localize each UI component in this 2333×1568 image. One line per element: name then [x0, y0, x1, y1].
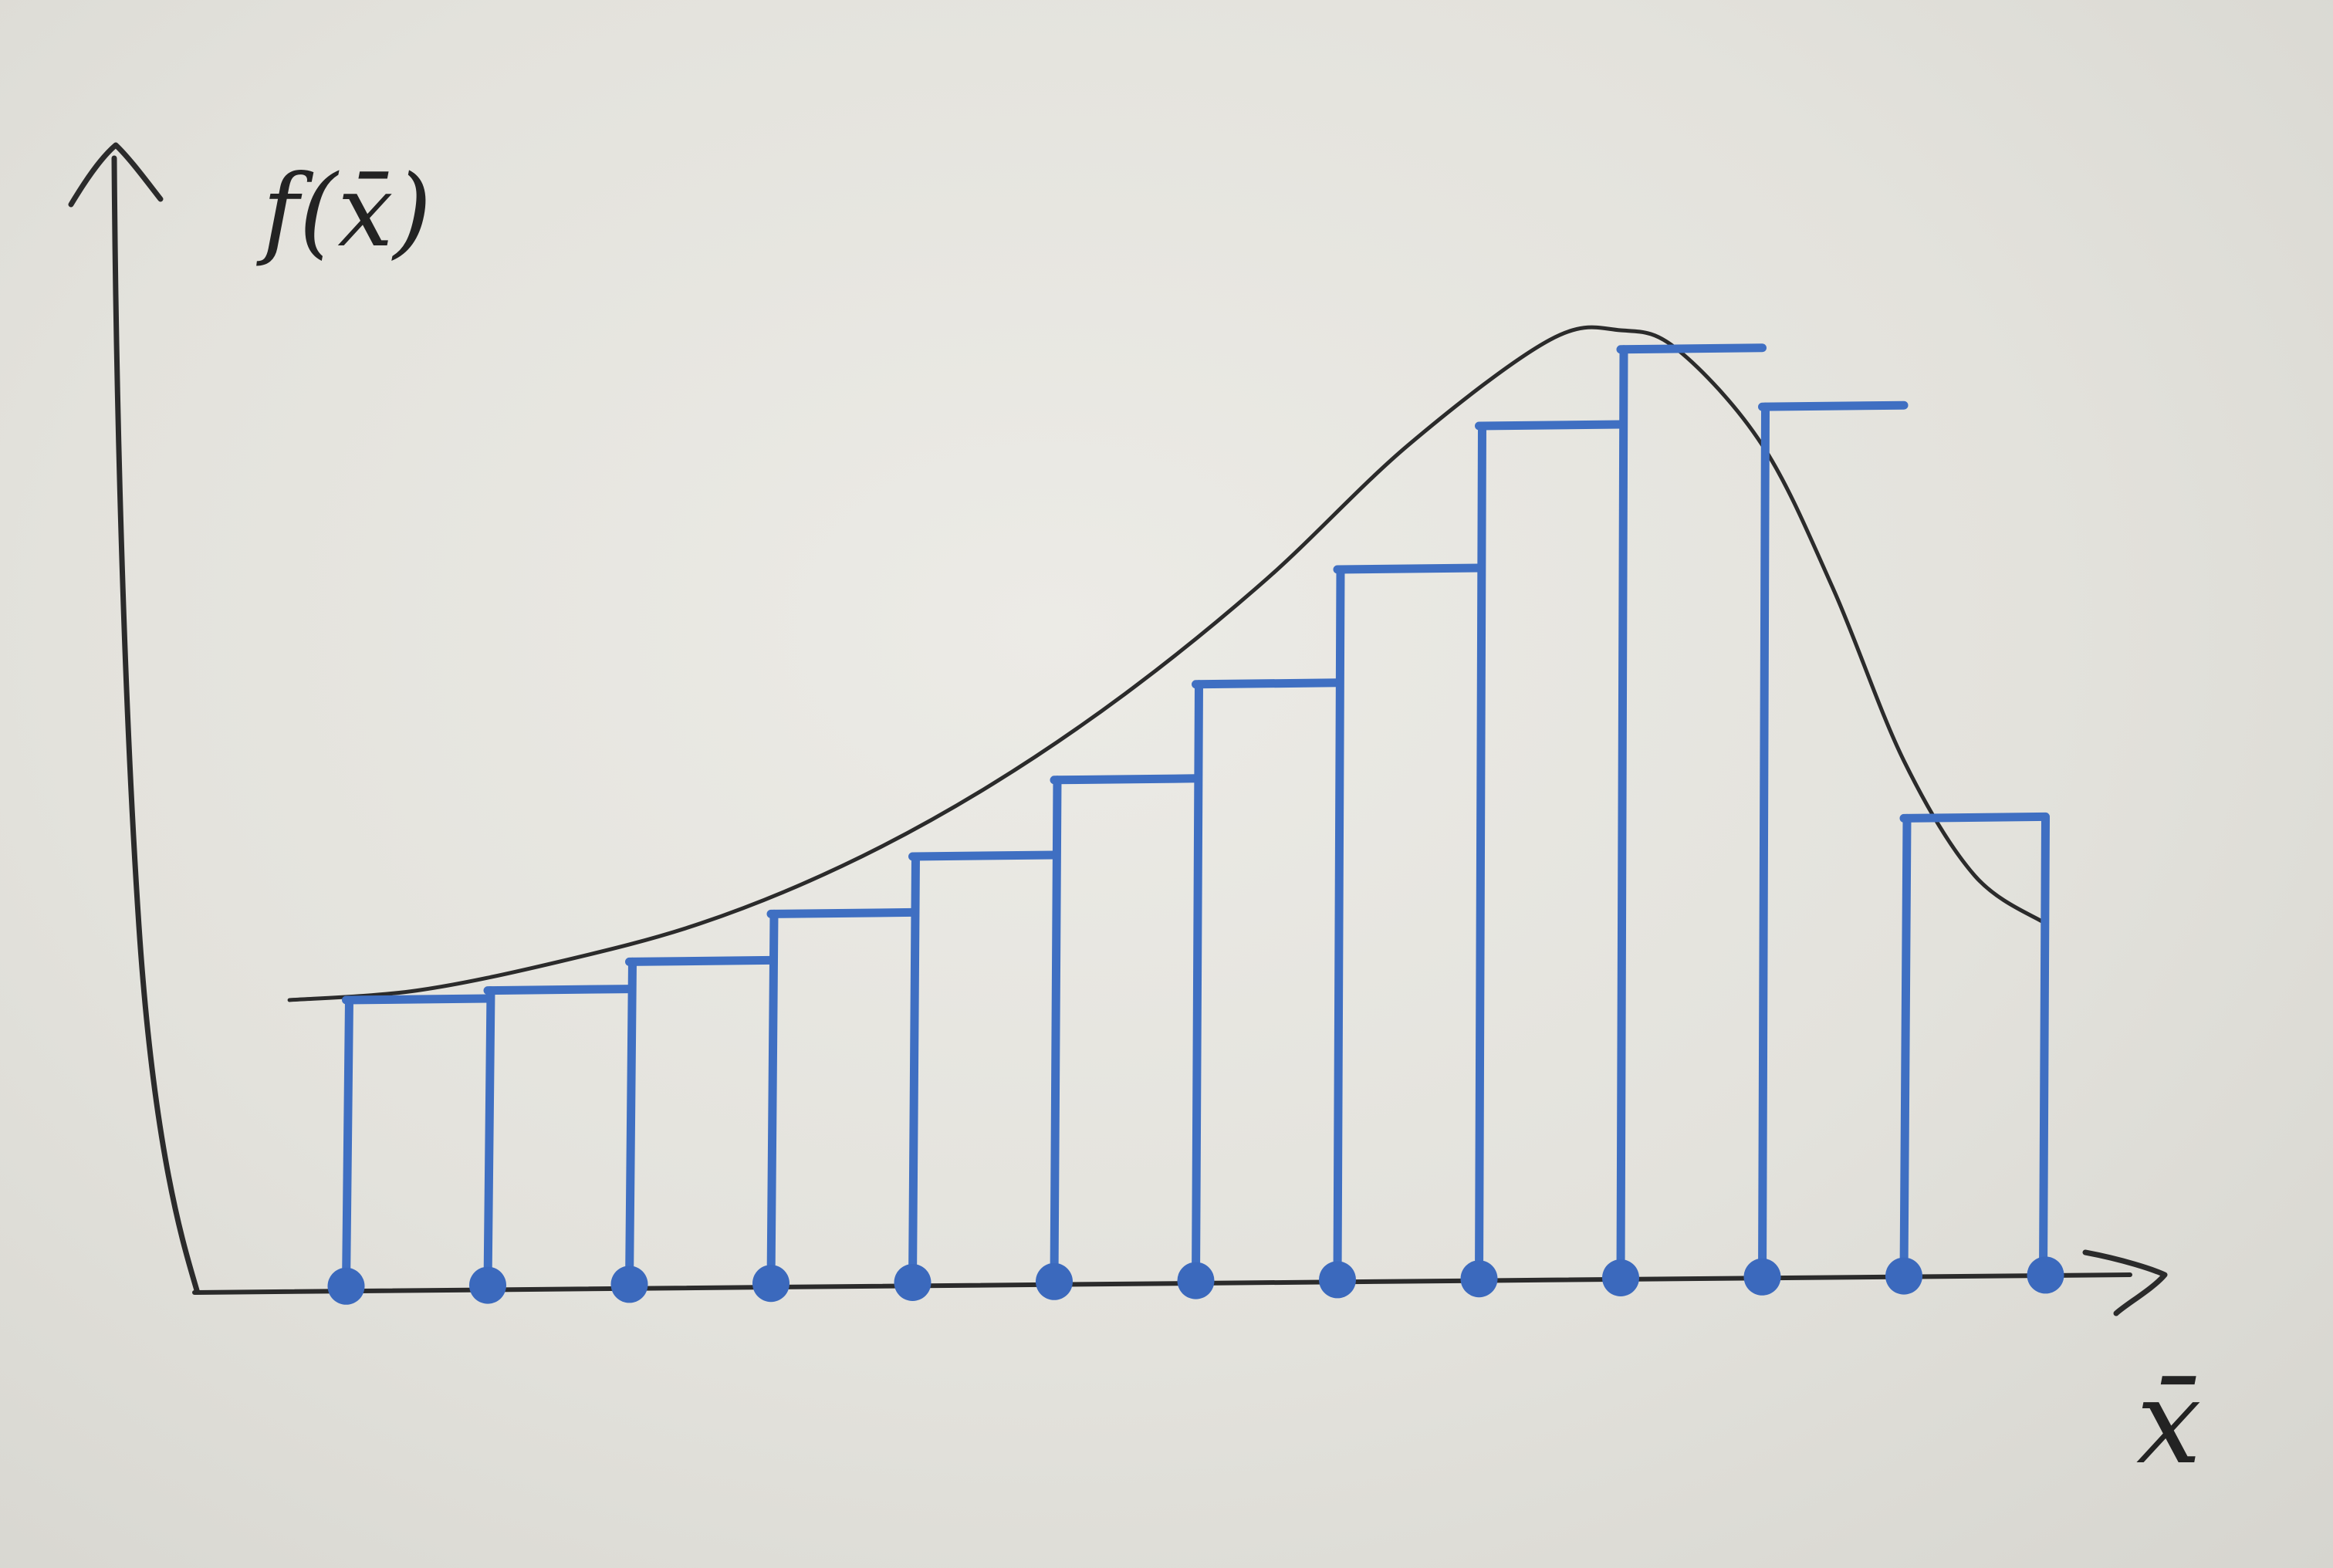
sample-point — [1319, 1261, 1356, 1299]
sample-point — [2027, 1256, 2064, 1294]
bar-top — [1050, 774, 1200, 785]
bar-left-edge — [1616, 345, 1628, 1282]
bar-left-edge — [908, 852, 920, 1287]
bar-left-edge — [625, 957, 637, 1289]
bar-left-edge — [342, 995, 353, 1291]
bar-left-edge — [1050, 776, 1062, 1286]
y-axis-arrowhead — [68, 142, 164, 208]
bar-top — [1616, 343, 1767, 354]
bar-group — [342, 343, 2050, 1291]
sample-point — [1460, 1260, 1498, 1298]
bar-left-edge — [1192, 680, 1203, 1286]
bar-left-edge — [1333, 565, 1345, 1284]
bar-top — [1899, 812, 2050, 823]
sample-point — [1602, 1259, 1639, 1296]
bar-left-edge — [483, 986, 495, 1290]
bar-top — [625, 955, 776, 966]
function-curve — [287, 325, 2047, 1002]
bar-right-edge — [2039, 813, 2050, 1279]
sample-point — [752, 1265, 790, 1303]
sample-point — [610, 1266, 648, 1303]
x-axis-line — [192, 1272, 2132, 1295]
bar-top — [1475, 420, 1625, 431]
bar-left-edge — [1475, 421, 1486, 1283]
y-axis-line — [111, 155, 200, 1293]
bar-top — [908, 850, 1059, 861]
sample-point — [1885, 1257, 1922, 1295]
axes — [68, 142, 2168, 1316]
y-axis-label: f(x̄) — [256, 154, 431, 269]
sample-point-group — [327, 1256, 2064, 1305]
bar-left-edge — [1758, 402, 1770, 1282]
x-axis-arrowhead — [2082, 1249, 2168, 1316]
bar-left-edge — [1899, 813, 1912, 1281]
x-axis-label: x̄ — [2136, 1356, 2202, 1490]
sample-point — [894, 1264, 932, 1301]
bar-top — [1192, 678, 1342, 689]
bar-left-edge — [766, 909, 779, 1288]
sample-point — [469, 1266, 506, 1304]
sample-point — [1036, 1262, 1073, 1300]
bar-top — [766, 907, 917, 918]
bar-top — [1333, 563, 1483, 574]
sample-point — [327, 1267, 365, 1305]
bar-top — [1758, 400, 1909, 411]
sample-point — [1743, 1258, 1781, 1296]
bar-top — [342, 994, 492, 1005]
bar-top — [483, 985, 634, 995]
sample-point — [1177, 1262, 1215, 1299]
